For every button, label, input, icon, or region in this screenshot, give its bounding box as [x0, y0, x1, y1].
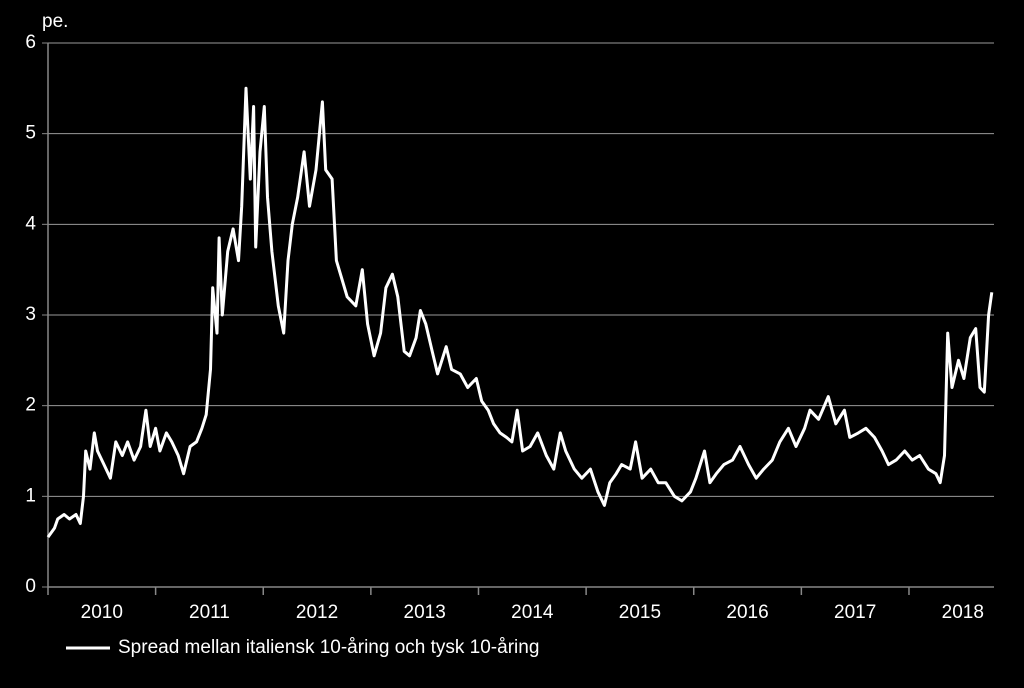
y-tick-label: 5	[25, 123, 36, 144]
y-axis-label: pe.	[42, 11, 68, 32]
y-tick-label: 1	[25, 485, 36, 506]
y-tick-label: 3	[25, 304, 36, 325]
x-tick-label: 2014	[511, 602, 554, 623]
x-tick-label: 2018	[942, 602, 984, 623]
y-tick-label: 0	[25, 576, 36, 597]
y-tick-label: 6	[25, 32, 36, 53]
data-line	[46, 86, 994, 538]
x-tick-label: 2010	[81, 602, 123, 623]
x-tick-label: 2016	[726, 602, 768, 623]
x-tick-label: 2012	[296, 602, 338, 623]
x-tick-label: 2011	[189, 602, 230, 623]
y-tick-label: 2	[25, 395, 36, 416]
y-tick-label: 4	[25, 213, 36, 234]
legend-label: Spread mellan italiensk 10-åring och tys…	[118, 637, 539, 658]
x-tick-label: 2017	[834, 602, 876, 623]
x-tick-label: 2015	[619, 602, 661, 623]
x-tick-label: 2013	[404, 602, 446, 623]
